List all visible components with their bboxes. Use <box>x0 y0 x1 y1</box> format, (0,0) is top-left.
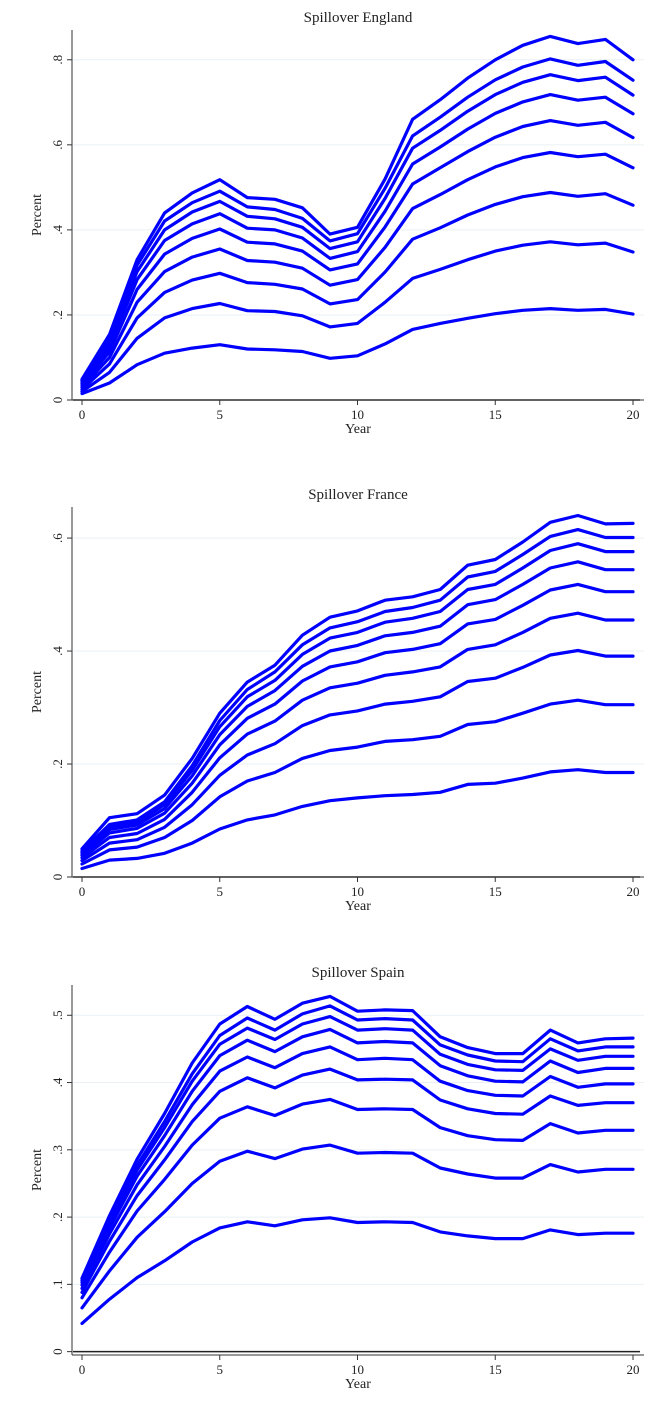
x-tick-label: 10 <box>351 407 364 422</box>
series-line <box>80 528 635 853</box>
series-line <box>80 582 635 858</box>
x-tick-label: 20 <box>627 1362 640 1377</box>
x-tick-label: 0 <box>79 884 86 899</box>
y-axis-label: Percent <box>30 194 45 236</box>
series-line <box>80 93 635 385</box>
series-line <box>80 542 635 854</box>
chart-panel: Spillover England 0 .2 .4 .6 .8 0 5 10 15 20 Year Pe… <box>30 10 644 437</box>
series-line <box>80 119 635 387</box>
x-tick-label: 0 <box>79 407 86 422</box>
y-tick-label: .8 <box>50 55 65 65</box>
x-tick-label: 0 <box>79 1362 86 1377</box>
x-axis-label: Year <box>345 899 371 914</box>
series-line <box>80 1004 635 1282</box>
series-line <box>80 1216 635 1325</box>
x-tick-label: 15 <box>489 884 502 899</box>
x-axis-label: Year <box>345 422 371 437</box>
series-line <box>80 150 635 389</box>
chart-title: Spillover France <box>308 487 408 503</box>
x-tick-label: 20 <box>627 884 640 899</box>
x-tick-label: 10 <box>351 1362 364 1377</box>
series-line <box>80 513 635 851</box>
y-tick-label: .3 <box>50 1145 65 1155</box>
y-tick-label: .4 <box>50 646 65 656</box>
series-line <box>80 1067 635 1294</box>
y-tick-label: 0 <box>50 1348 65 1355</box>
x-tick-label: 15 <box>489 1362 502 1377</box>
x-tick-label: 20 <box>627 407 640 422</box>
chart-panel: Spillover Spain 0 .1 .2 .3 .4 .5 0 5 10 15 20 Year Pe… <box>30 965 644 1392</box>
series-line <box>80 73 635 384</box>
series-line <box>80 1045 635 1290</box>
chart-title: Spillover Spain <box>312 965 405 981</box>
series-line <box>80 994 635 1280</box>
series-line <box>80 611 635 860</box>
y-tick-label: 0 <box>50 397 65 404</box>
chart-panel: Spillover France 0 .2 .4 .6 0 5 10 15 20 Year Perce… <box>30 487 644 914</box>
series-line <box>80 560 635 856</box>
series-line <box>80 1015 635 1284</box>
y-tick-label: .2 <box>50 759 65 769</box>
y-tick-label: .4 <box>50 1077 65 1087</box>
series-line <box>80 1143 635 1310</box>
y-tick-label: .2 <box>50 1212 65 1222</box>
series-line <box>80 307 635 396</box>
series-line <box>80 240 635 394</box>
series-line <box>80 34 635 381</box>
x-tick-label: 5 <box>217 884 224 899</box>
y-tick-label: .2 <box>50 310 65 320</box>
y-axis-label: Percent <box>30 1149 45 1191</box>
series-line <box>80 768 635 871</box>
series-line <box>80 1097 635 1300</box>
y-tick-label: .4 <box>50 225 65 235</box>
series-line <box>80 57 635 382</box>
x-tick-label: 10 <box>351 884 364 899</box>
y-tick-label: 0 <box>50 874 65 881</box>
series-line <box>80 698 635 866</box>
y-tick-label: .6 <box>50 533 65 543</box>
y-axis-label: Percent <box>30 671 45 713</box>
series-line <box>80 190 635 391</box>
series-line <box>80 648 635 863</box>
y-tick-label: .6 <box>50 139 65 149</box>
series-line <box>80 1027 635 1287</box>
x-tick-label: 5 <box>217 1362 224 1377</box>
y-tick-label: .1 <box>50 1279 65 1289</box>
x-tick-label: 15 <box>489 407 502 422</box>
chart-title: Spillover England <box>304 10 413 26</box>
y-tick-label: .5 <box>50 1010 65 1020</box>
x-axis-label: Year <box>345 1377 371 1392</box>
x-tick-label: 5 <box>217 407 224 422</box>
